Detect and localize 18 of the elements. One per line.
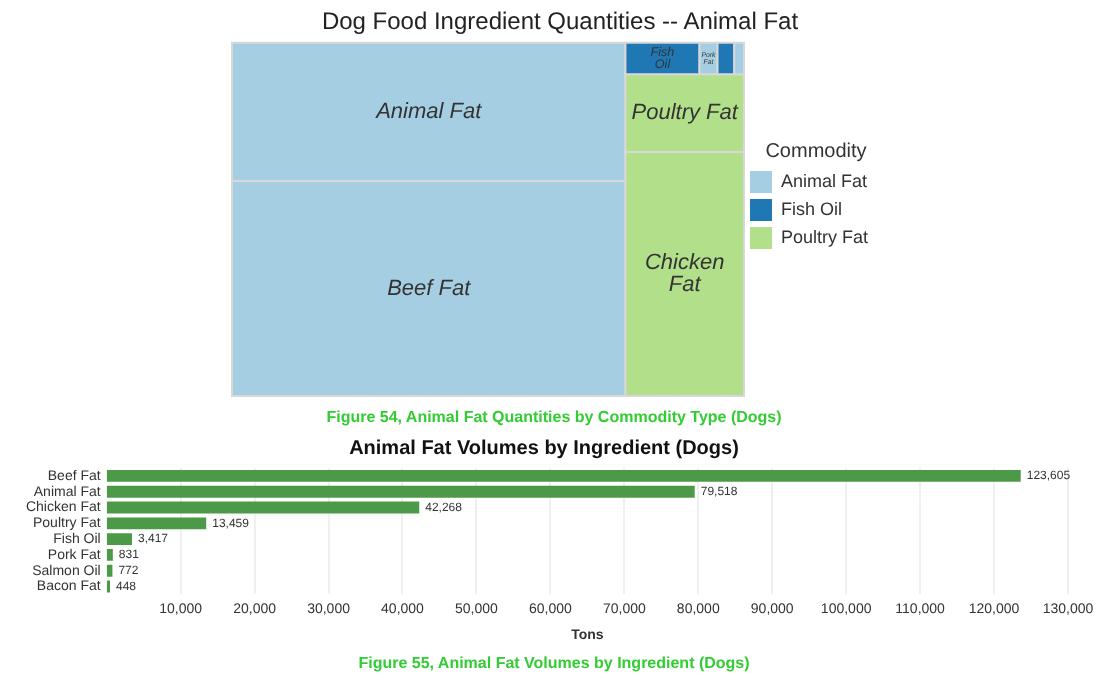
- legend-label: Fish Oil: [780, 198, 842, 219]
- caption: Figure 54, Animal Fat Quantities by Commodity Type (Dogs): [324, 406, 784, 430]
- category-label: Beef Fat: [387, 276, 473, 301]
- category-label: Poultry Fat: [631, 101, 740, 126]
- category-label: Animal Fat: [374, 100, 484, 125]
- bar: [106, 517, 207, 530]
- legend-label: Poultry Fat: [780, 226, 869, 247]
- caption: Figure 55, Animal Fat Volumes by Ingredient (Dogs): [356, 652, 752, 676]
- bar: [106, 485, 695, 498]
- bar: [106, 469, 1021, 482]
- chart-title: Animal Fat Volumes by Ingredient (Dogs): [349, 437, 739, 460]
- bar: [106, 533, 132, 546]
- legend-label: Animal Fat: [780, 170, 868, 191]
- text: Dog Food Ingredient Quantities -- Animal Fat: [321, 7, 800, 36]
- legend-title: Commodity: [765, 140, 867, 163]
- bar: [106, 548, 113, 561]
- bar: [106, 501, 420, 514]
- category-label: Chicken Fat: [644, 251, 725, 298]
